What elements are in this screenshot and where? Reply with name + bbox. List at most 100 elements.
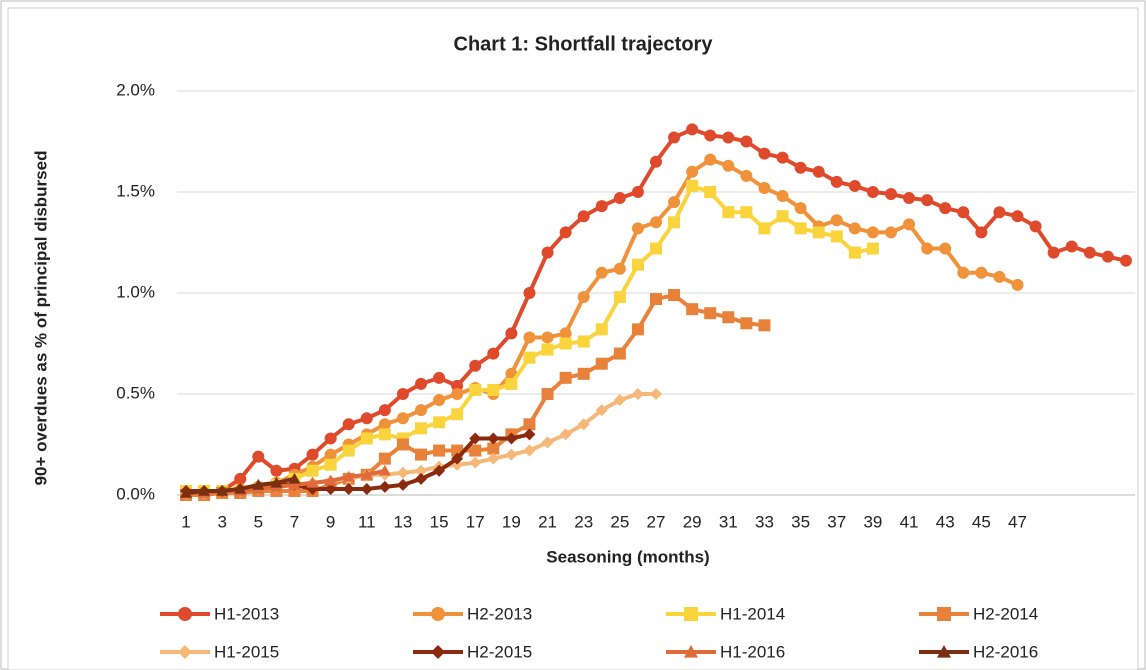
data-point [523,351,536,364]
data-point [433,416,446,429]
y-tick-label: 1.0% [116,282,155,301]
data-point [378,464,391,476]
x-tick-label: 33 [755,512,774,531]
data-point [487,452,500,465]
legend-label: H1-2013 [214,604,279,623]
data-point [180,486,193,498]
data-point [234,482,247,494]
data-point [324,448,337,461]
data-point [469,383,482,396]
data-point [451,388,464,400]
data-point [306,476,319,488]
data-point [396,412,409,425]
data-point [433,444,446,457]
data-point [577,367,590,380]
data-point [595,357,608,370]
data-point [794,202,807,215]
data-point [776,151,789,164]
data-point [1083,246,1096,259]
data-point [505,327,518,340]
data-point [1119,254,1132,267]
data-point [668,289,681,302]
y-tick-label: 2.0% [116,80,155,99]
data-point [613,262,626,275]
data-point [704,307,717,320]
data-point [360,482,373,495]
chart-title: Chart 1: Shortfall trajectory [454,33,714,55]
data-point [378,480,391,493]
data-point [631,388,644,400]
data-point [324,432,337,445]
data-point [469,444,482,457]
data-point [884,188,897,201]
data-point [758,319,771,332]
data-point [631,258,644,271]
data-point [415,404,428,417]
data-point [1101,250,1114,263]
x-tick-label: 29 [683,512,702,531]
data-point [1011,210,1024,223]
data-point [288,472,301,484]
data-point [541,436,554,449]
data-point [921,242,934,255]
data-point [794,222,807,235]
data-point [866,242,879,255]
data-point [324,458,337,471]
chart-area [7,7,1139,670]
x-tick-label: 47 [1008,512,1027,531]
x-tick-label: 23 [574,512,593,531]
data-point [812,226,825,239]
data-point [866,226,879,239]
data-point [523,287,536,299]
legend-marker [431,607,445,621]
data-point [415,377,428,390]
data-point [252,478,265,490]
data-point [451,408,464,421]
data-point [631,186,644,198]
data-point [686,303,699,316]
data-point [595,323,608,336]
data-point [758,147,771,160]
data-point [487,347,500,360]
data-point [722,206,735,219]
data-point [650,216,662,229]
legend-marker [937,607,951,621]
data-point [523,428,536,441]
legend-marker [178,645,192,659]
x-tick-label: 15 [430,512,449,531]
x-tick-label: 3 [217,512,226,531]
data-point [758,181,771,194]
data-point [487,442,500,455]
data-point [505,377,518,390]
data-point [577,291,590,304]
legend-label: H1-2016 [720,642,785,661]
data-point [523,418,536,431]
data-point [595,200,608,213]
data-point [469,456,482,469]
data-point [541,246,554,259]
data-point [686,123,699,136]
x-tick-label: 39 [863,512,882,531]
data-point [631,323,644,336]
x-tick-label: 37 [827,512,846,531]
data-point [216,484,229,496]
data-point [613,192,626,205]
x-tick-label: 7 [290,512,299,531]
data-point [505,432,518,445]
data-point [396,438,409,451]
data-point [415,464,428,477]
data-point [812,165,825,178]
data-point [360,412,373,425]
data-point [613,394,626,407]
legend-marker [431,645,445,659]
data-point [415,448,428,461]
data-point [668,196,681,209]
data-point [469,359,482,372]
legend-label: H2-2015 [467,642,532,661]
x-tick-label: 5 [254,512,263,531]
x-tick-label: 13 [393,512,412,531]
data-point [396,388,409,400]
data-point [577,335,590,348]
data-point [740,317,753,330]
data-point [650,155,662,168]
